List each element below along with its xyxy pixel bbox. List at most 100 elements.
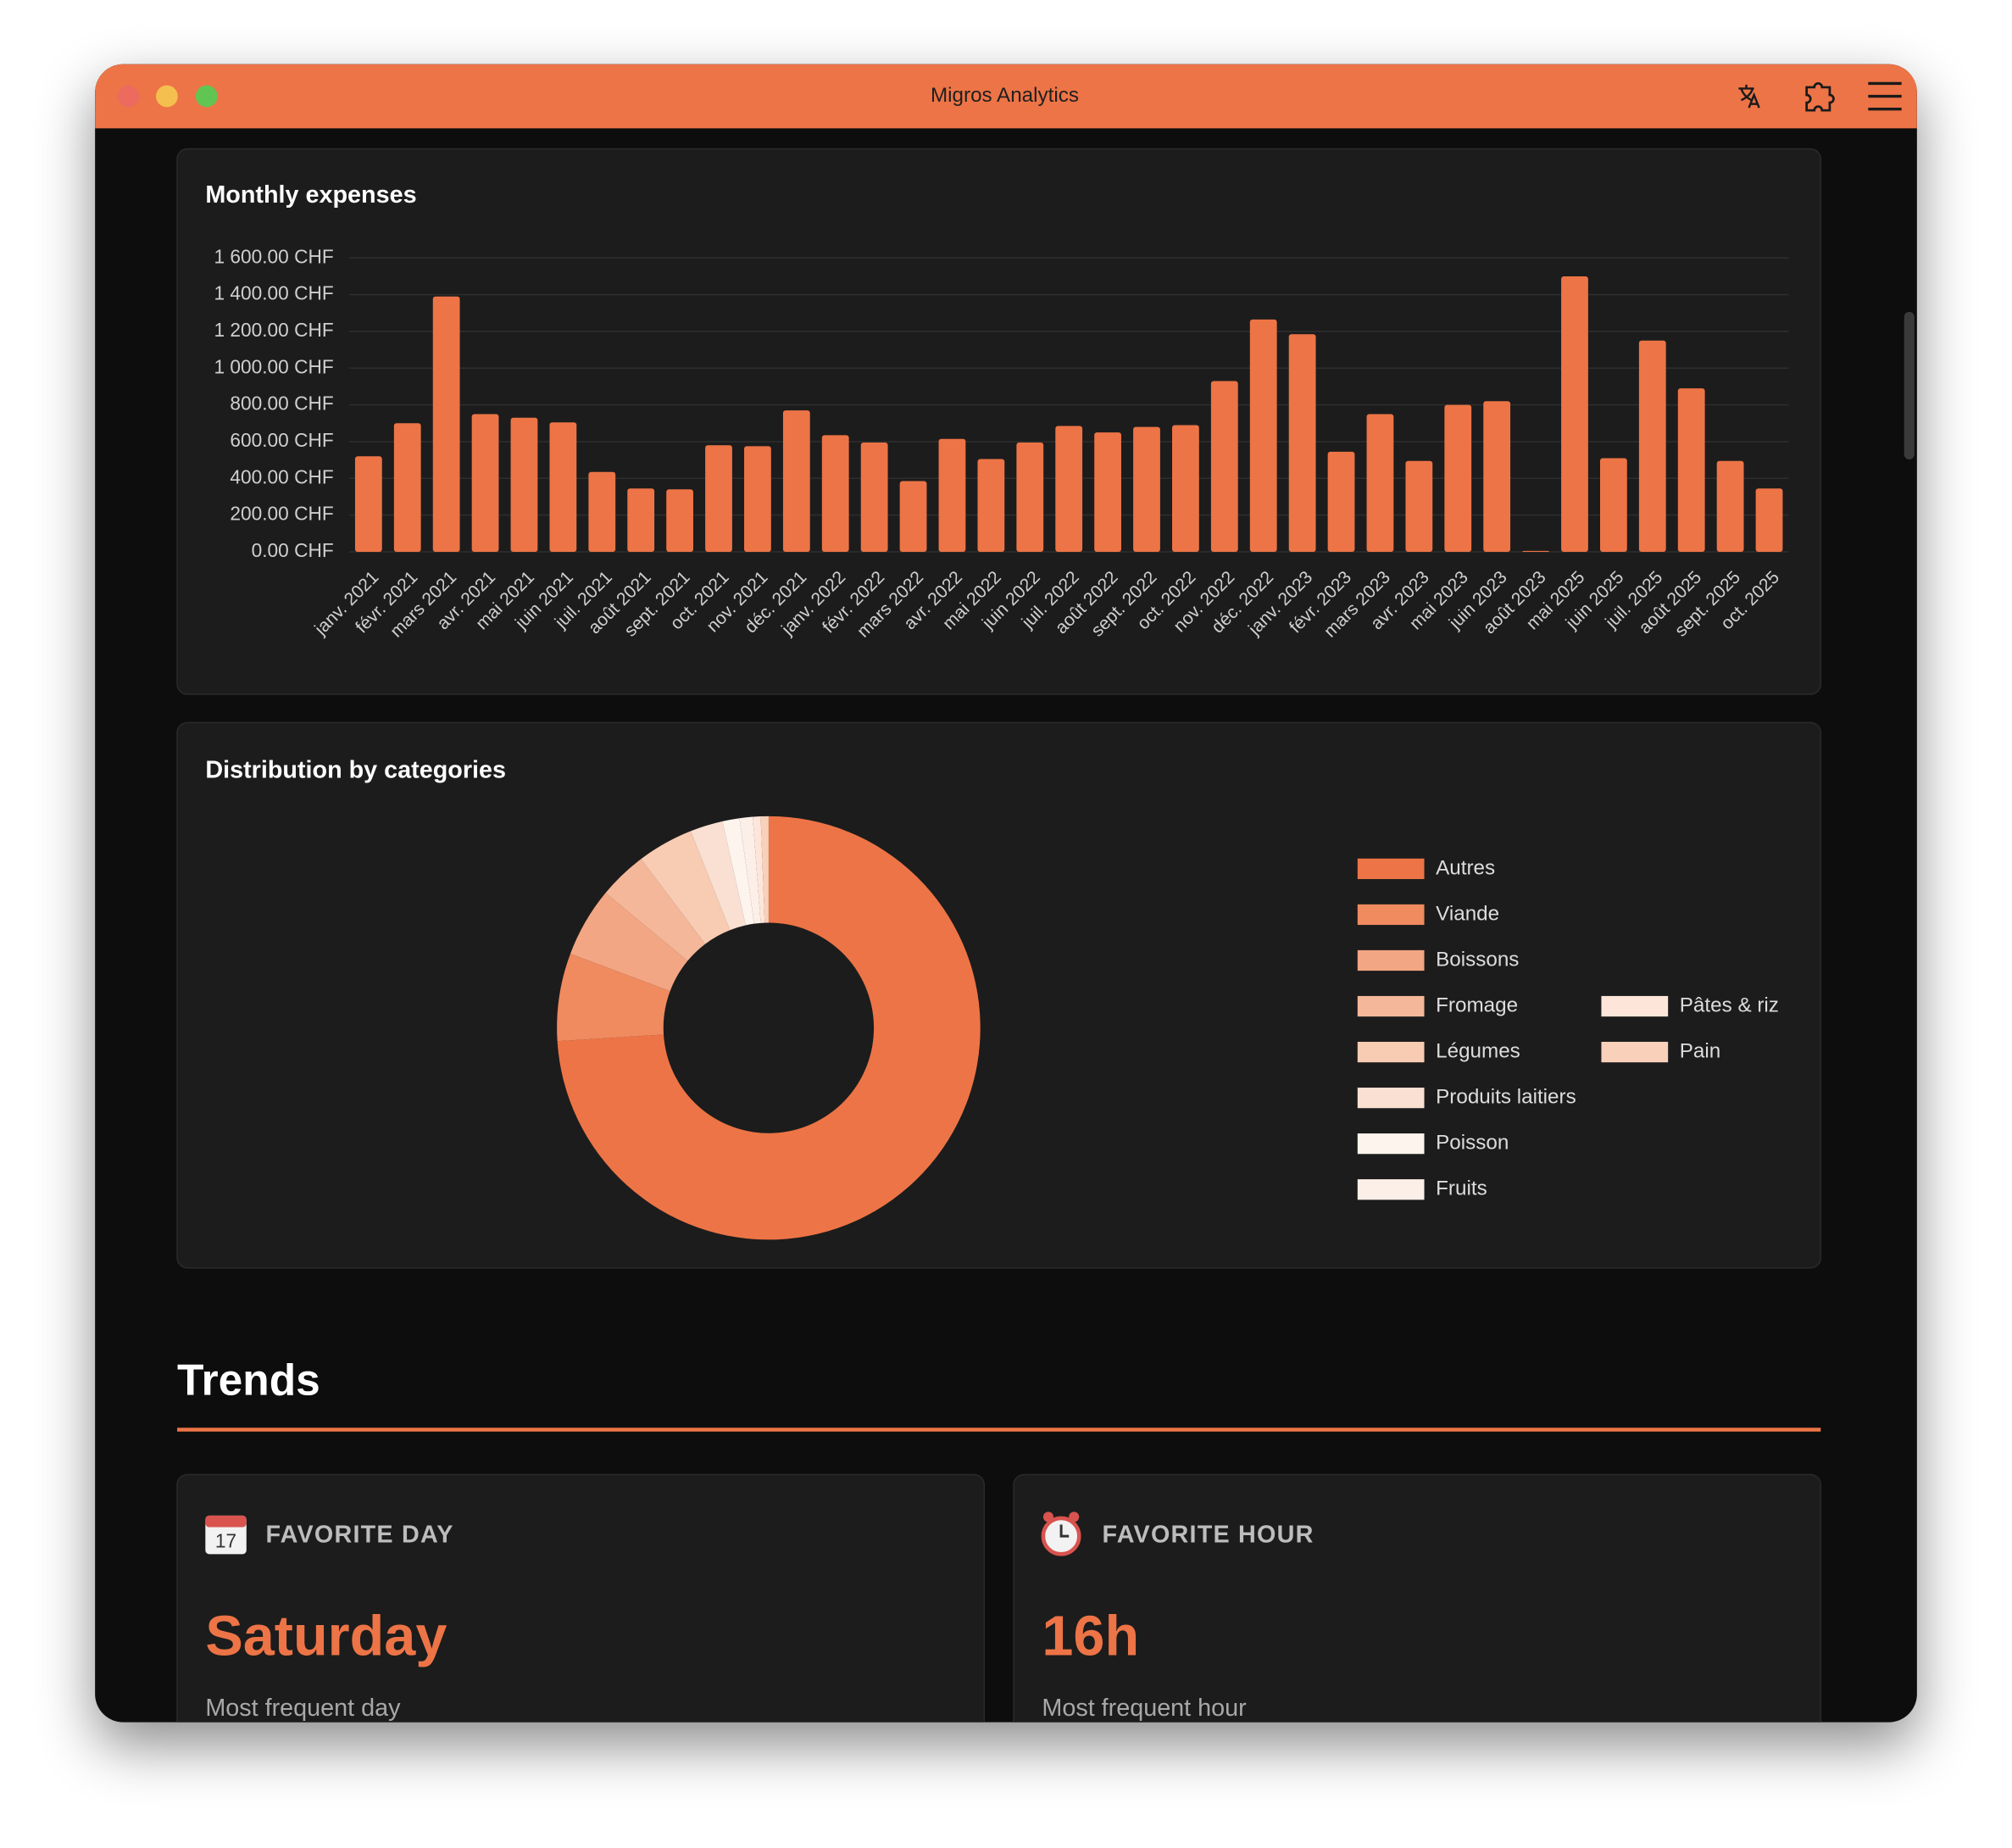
bar (705, 445, 732, 552)
bar (821, 435, 849, 552)
close-button[interactable] (117, 85, 140, 108)
chart-title: Distribution by categories (205, 756, 506, 783)
card-value: Saturday (205, 1605, 447, 1667)
bar (471, 414, 499, 552)
bar (666, 489, 693, 552)
pie-slice (739, 816, 761, 924)
bar (1288, 334, 1316, 552)
bar (354, 456, 382, 552)
bar (1755, 488, 1783, 552)
trend-card (1013, 1473, 1822, 1723)
y-tick-label: 200.00 CHF (230, 503, 333, 525)
bar (1677, 388, 1705, 552)
bar (1133, 426, 1160, 552)
bar (860, 443, 888, 552)
bar (899, 481, 927, 552)
card-caption: Most frequent hour (1042, 1695, 1247, 1722)
trend-card (176, 1473, 986, 1723)
y-tick-label: 1 600.00 CHF (214, 245, 333, 267)
bar-chart: 0.00 CHF 200.00 CHF 400.00 CHF 600.00 CHF 80… (214, 245, 1789, 642)
card-label: FAVORITE DAY (265, 1522, 453, 1549)
window-title: Migros Analytics (931, 84, 1079, 107)
legend-swatch (1357, 1041, 1425, 1063)
bar (1249, 319, 1277, 552)
bar (1444, 404, 1472, 552)
bar (1599, 458, 1627, 552)
minimize-button[interactable] (156, 85, 178, 108)
y-tick-label: 1 000.00 CHF (214, 355, 333, 377)
title-bar (95, 64, 1917, 129)
translate-button[interactable] (1738, 84, 1760, 109)
y-tick-label: 400.00 CHF (230, 465, 333, 487)
bar (1405, 460, 1433, 552)
bar (782, 410, 810, 552)
bar (549, 422, 577, 552)
bar (1016, 443, 1044, 552)
legend-label: Pâtes & riz (1680, 994, 1779, 1016)
bar (1522, 550, 1549, 552)
menu-button[interactable] (1868, 81, 1902, 111)
section-title: Trends (177, 1355, 320, 1405)
bar (1561, 276, 1588, 552)
legend-label: Produits laitiers (1436, 1086, 1576, 1109)
bar (1327, 451, 1355, 552)
legend-swatch (1357, 904, 1425, 926)
bar (744, 446, 771, 552)
card-caption: Most frequent day (205, 1695, 401, 1722)
y-tick-label: 1 200.00 CHF (214, 319, 333, 341)
legend-label: Poisson (1436, 1132, 1509, 1155)
legend-swatch (1357, 949, 1425, 971)
bar (1638, 340, 1666, 552)
legend-label: Fromage (1436, 994, 1518, 1016)
clock-icon (1041, 1511, 1081, 1556)
bar-chart-card (176, 148, 1822, 695)
legend-swatch (1357, 1088, 1425, 1109)
pie-slice (570, 893, 688, 992)
legend-label: Pain (1680, 1039, 1720, 1062)
legend-label: Viande (1436, 902, 1499, 925)
legend-swatch (1357, 1133, 1425, 1155)
pie-slice (605, 859, 706, 961)
pie-slice (557, 954, 670, 1042)
card-label: FAVORITE HOUR (1103, 1522, 1314, 1549)
chart-title: Monthly expenses (205, 181, 416, 209)
window-content: Migros Analytics Monthly expenses 0.00 C… (95, 64, 1917, 1723)
y-tick-label: 0.00 CHF (252, 539, 334, 561)
bar (432, 296, 460, 552)
y-tick-label: 800.00 CHF (230, 392, 333, 415)
legend-swatch (1357, 1179, 1425, 1200)
pie-slice (753, 816, 765, 923)
scrollbar[interactable] (1904, 311, 1915, 459)
pie-slice (690, 821, 746, 931)
pie-slice (641, 831, 731, 944)
legend-swatch (1601, 995, 1669, 1017)
bar (1094, 432, 1121, 552)
pie-chart-card (176, 721, 1822, 1269)
y-tick-label: 600.00 CHF (230, 429, 333, 451)
legend-label: Boissons (1436, 948, 1519, 971)
legend-swatch (1357, 995, 1425, 1017)
bar (938, 438, 966, 552)
extensions-button[interactable] (1805, 82, 1835, 112)
legend-swatch (1357, 858, 1425, 880)
zoom-button[interactable] (195, 85, 218, 108)
legend-swatch (1601, 1041, 1669, 1063)
bar (1172, 425, 1199, 552)
bar (1055, 426, 1083, 552)
pie-slice (760, 815, 769, 923)
legend-label: Autres (1436, 856, 1495, 879)
bar (510, 417, 538, 552)
calendar-day: 17 (215, 1530, 236, 1552)
pie-slice (557, 815, 981, 1240)
pie-slice (722, 818, 754, 926)
bar (393, 423, 421, 552)
bar (1483, 401, 1511, 552)
bar (627, 488, 655, 552)
donut-chart: Autres Viande Boissons Fromage Légumes Produi… (557, 815, 1779, 1240)
y-tick-label: 1 400.00 CHF (214, 282, 333, 304)
legend-label: Légumes (1436, 1039, 1520, 1062)
bar (977, 459, 1005, 552)
bar (1716, 460, 1744, 552)
bar (588, 471, 616, 552)
